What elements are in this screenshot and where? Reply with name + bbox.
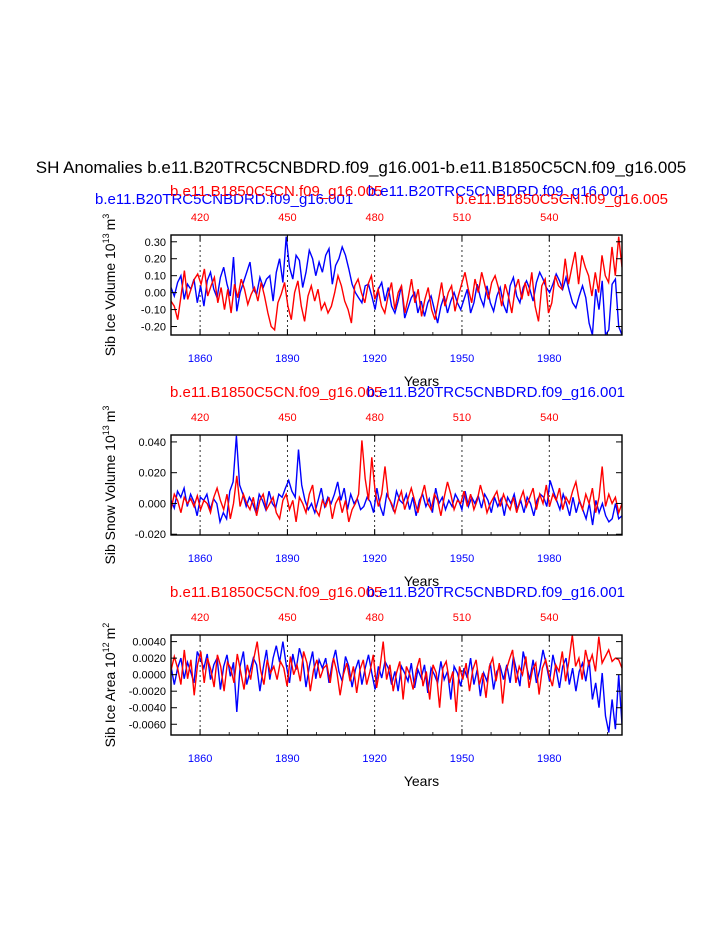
x-tick-label-bottom: 1890	[275, 753, 299, 765]
x-tick-label-bottom: 1890	[275, 553, 299, 565]
x-tick-label-top: 510	[453, 212, 471, 224]
chart-panel-1: 0.30 0.20 0.10 0.00 -0.10 -0.20 1860 1890 1920 19…	[95, 183, 668, 389]
panel-title-right: b.e11.B20TRC5CNBDRD.f09_g16.001	[367, 384, 625, 401]
chart-panel-2: 0.040 0.020 0.000 -0.020 1860 1890 1920 1950 198…	[101, 384, 625, 589]
x-tick-label-bottom: 1920	[362, 353, 386, 365]
x-tick-label-top: 480	[365, 412, 383, 424]
panels: 0.30 0.20 0.10 0.00 -0.10 -0.20 1860 1890 1920 19…	[95, 183, 668, 789]
y-axis-title-unit: m	[102, 411, 118, 423]
series-line-historical	[171, 435, 622, 526]
panel-title-left-b: b.e11.B1850C5CN.f09_g16.005	[170, 183, 382, 200]
x-tick-label-top: 450	[278, 212, 296, 224]
x-tick-label-bottom: 1950	[450, 353, 474, 365]
y-tick-label: 0.0000	[132, 670, 166, 682]
x-axis-title: Years	[404, 573, 439, 589]
x-tick-label-top: 480	[365, 612, 383, 624]
y-tick-label: -0.0020	[129, 686, 166, 698]
y-tick-label: 0.0020	[132, 653, 166, 665]
plot-frame	[170, 634, 623, 736]
x-axis-title: Years	[404, 773, 439, 789]
x-tick-label-bottom: 1920	[362, 553, 386, 565]
x-tick-label-top: 480	[365, 212, 383, 224]
panel-title-right: b.e11.B20TRC5CNBDRD.f09_g16.001	[367, 584, 625, 601]
x-axis-title: Years	[404, 373, 439, 389]
y-axis-title-exp: 13	[101, 425, 111, 435]
y-axis-title-unit-exp: 2	[101, 623, 111, 628]
plot-frame	[170, 234, 623, 336]
y-tick-label: -0.10	[141, 305, 166, 317]
x-tick-label-top: 540	[540, 412, 558, 424]
series-line-control	[171, 635, 622, 712]
x-tick-label-top: 420	[191, 212, 209, 224]
plot-frame	[170, 434, 623, 536]
y-axis-title-unit-exp: 3	[101, 406, 111, 411]
y-tick-label: 0.20	[145, 254, 166, 266]
y-axis-title-main: Sib Ice Volume 10	[102, 243, 118, 356]
y-axis-title-unit: m	[102, 219, 118, 231]
y-tick-label: 0.040	[138, 437, 166, 449]
x-tick-label-bottom: 1860	[188, 753, 212, 765]
panel-title-left: b.e11.B1850C5CN.f09_g16.005	[170, 384, 382, 401]
y-axis-title: Sib Ice Volume 1013 m3	[101, 214, 118, 357]
y-tick-label: 0.0040	[132, 637, 166, 649]
x-tick-label-top: 540	[540, 612, 558, 624]
panel-title-left: b.e11.B1850C5CN.f09_g16.005	[170, 584, 382, 601]
y-axis-title: Sib Snow Volume 1013 m3	[101, 406, 118, 565]
series-line-historical	[171, 641, 622, 733]
y-axis-title-main: Sib Snow Volume 10	[102, 435, 118, 564]
y-tick-label: 0.020	[138, 468, 166, 480]
y-tick-label: 0.30	[145, 237, 166, 249]
y-tick-label: 0.000	[138, 498, 166, 510]
x-tick-label-bottom: 1950	[450, 753, 474, 765]
x-tick-label-bottom: 1950	[450, 553, 474, 565]
panel-title-right-b: b.e11.B1850C5CN.f09_g16.005	[456, 191, 668, 208]
y-axis-title: Sib Ice Area 1012 m2	[101, 623, 118, 748]
page-title: SH Anomalies b.e11.B20TRC5CNBDRD.f09_g16…	[36, 158, 687, 177]
x-tick-label-bottom: 1860	[188, 553, 212, 565]
x-tick-label-bottom: 1920	[362, 753, 386, 765]
x-tick-label-top: 420	[191, 612, 209, 624]
y-tick-label: 0.10	[145, 271, 166, 283]
y-axis-title-exp: 13	[101, 233, 111, 243]
y-axis-title-main: Sib Ice Area 10	[102, 652, 118, 747]
panel-title-right: b.e11.B20TRC5CNBDRD.f09_g16.001	[368, 183, 626, 200]
x-tick-label-bottom: 1890	[275, 353, 299, 365]
y-tick-label: -0.0060	[129, 719, 166, 731]
y-tick-label: 0.00	[145, 288, 166, 300]
x-tick-label-bottom: 1980	[537, 753, 561, 765]
y-tick-label: -0.20	[141, 322, 166, 334]
chart-panel-3: 0.0040 0.0020 0.0000 -0.0020 -0.0040 -0.0060 1…	[101, 584, 625, 789]
y-axis-title-exp: 12	[101, 642, 111, 652]
y-tick-label: -0.0040	[129, 703, 166, 715]
y-tick-label: -0.020	[135, 529, 166, 541]
x-tick-label-bottom: 1980	[537, 353, 561, 365]
series-line-control	[171, 236, 622, 332]
y-axis-title-unit-exp: 3	[101, 214, 111, 219]
y-axis-title-unit: m	[102, 628, 118, 640]
x-tick-label-top: 510	[453, 412, 471, 424]
panel-title-left: b.e11.B20TRC5CNBDRD.f09_g16.001	[95, 191, 353, 208]
x-tick-label-top: 420	[191, 412, 209, 424]
x-tick-label-bottom: 1860	[188, 353, 212, 365]
x-tick-label-top: 450	[278, 412, 296, 424]
x-tick-label-top: 540	[540, 212, 558, 224]
x-tick-label-top: 510	[453, 612, 471, 624]
x-tick-label-bottom: 1980	[537, 553, 561, 565]
x-tick-label-top: 450	[278, 612, 296, 624]
series-line-control	[171, 440, 622, 523]
series-line-historical	[171, 236, 622, 335]
